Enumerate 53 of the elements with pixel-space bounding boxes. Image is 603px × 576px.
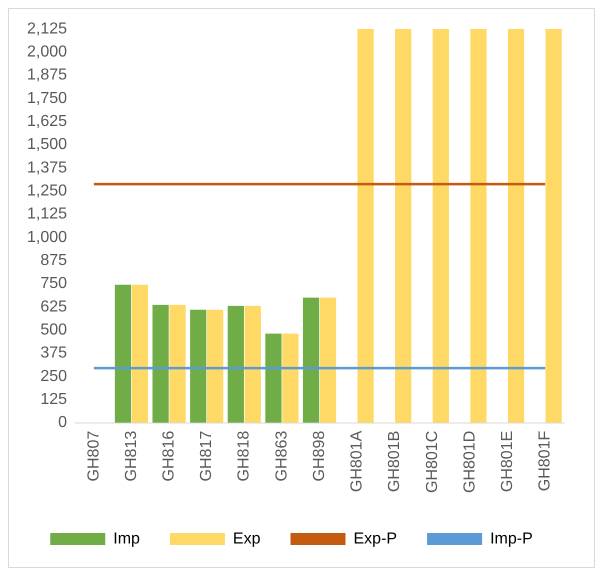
legend-label: Exp	[232, 530, 261, 548]
x-tick-label: GH818	[236, 430, 253, 482]
y-tick-label: 1,000	[26, 228, 68, 246]
y-tick-label: 875	[40, 252, 68, 270]
x-tick-label: GH898	[310, 430, 328, 482]
y-tick-label: 250	[40, 368, 68, 385]
bar	[265, 334, 282, 423]
y-tick-label: 1,875	[26, 66, 68, 84]
bar	[546, 29, 562, 423]
bar	[282, 334, 298, 423]
x-tick-label: GH801C	[424, 430, 441, 493]
bar	[357, 29, 374, 423]
bar	[320, 298, 336, 423]
bar	[207, 310, 224, 423]
legend-label: Imp	[113, 530, 140, 548]
y-tick-label: 1,125	[26, 206, 68, 223]
bar	[132, 284, 148, 423]
x-tick-label: GH863	[273, 430, 290, 482]
y-tick-label: 375	[40, 344, 68, 362]
y-tick-label: 2,125	[26, 20, 68, 38]
y-tick-label: 2,000	[26, 44, 68, 61]
x-tick-label: GH801A	[348, 430, 366, 492]
y-tick-label: 500	[40, 322, 68, 339]
x-tick-label: GH816	[160, 430, 178, 482]
bar	[169, 304, 186, 423]
bar	[432, 29, 449, 423]
x-tick-label: GH817	[198, 430, 216, 482]
bar	[190, 310, 206, 423]
x-tick-label: GH813	[122, 430, 140, 482]
y-tick-label: 125	[40, 390, 68, 408]
y-tick-label: 1,375	[26, 159, 68, 176]
bar	[114, 284, 132, 423]
y-tick-label: 1,625	[26, 113, 68, 130]
legend-label: Exp-P	[354, 530, 398, 548]
x-tick-label: GH801B	[386, 430, 404, 492]
y-tick-label: 625	[40, 298, 68, 316]
bar	[470, 29, 487, 423]
y-tick-label: 1,500	[26, 136, 68, 154]
bar	[152, 304, 169, 423]
x-tick-label: GH801E	[498, 430, 516, 492]
y-tick-label: 1,250	[26, 182, 68, 200]
bar	[395, 29, 412, 423]
bar	[302, 298, 320, 423]
x-tick-label: GH801D	[461, 430, 478, 493]
x-tick-label: GH807	[85, 430, 102, 482]
y-tick-label: 750	[40, 275, 68, 292]
bar	[228, 306, 244, 423]
y-tick-label: 1,750	[26, 90, 68, 107]
x-tick-label: GH801F	[536, 430, 554, 492]
bar	[508, 29, 524, 423]
legend-label: Imp-P	[490, 530, 533, 548]
y-tick-label: 0	[58, 414, 68, 432]
bar	[244, 306, 261, 423]
